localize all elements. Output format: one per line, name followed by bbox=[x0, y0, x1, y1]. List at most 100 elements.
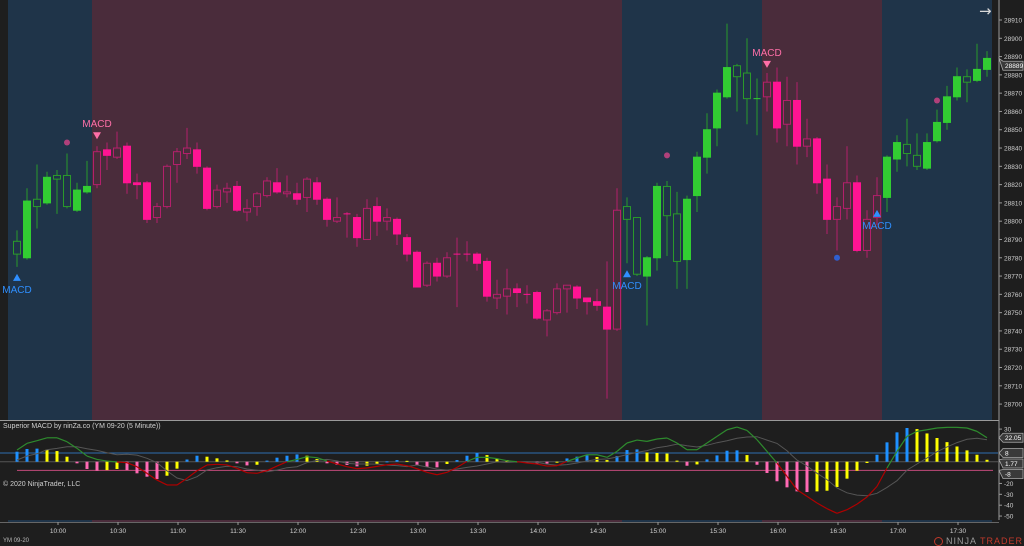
candle bbox=[703, 113, 711, 174]
candle-body bbox=[803, 138, 811, 147]
macd-line-segment bbox=[226, 464, 238, 469]
histogram-bar bbox=[15, 451, 19, 462]
trend-strip-up bbox=[882, 520, 992, 522]
histogram-bar bbox=[425, 461, 429, 468]
candle bbox=[643, 255, 651, 326]
signal-up-arrow-icon bbox=[13, 273, 21, 281]
macd-line-segment bbox=[266, 465, 278, 472]
macd-value-flag bbox=[998, 432, 1024, 443]
trend-strip-up bbox=[8, 520, 92, 522]
macd-line-segment bbox=[746, 429, 758, 441]
macd-line-segment bbox=[526, 462, 538, 465]
candle-body bbox=[613, 209, 621, 330]
price-tick-label: 28740 bbox=[1004, 328, 1022, 335]
candle-body bbox=[203, 167, 211, 209]
candle-body bbox=[843, 182, 851, 209]
arrow-right-icon[interactable]: → bbox=[979, 2, 992, 20]
macd-line-segment bbox=[836, 509, 848, 514]
time-tick-label: 16:00 bbox=[770, 528, 787, 535]
signal-label: MACD bbox=[82, 119, 111, 130]
candle-body bbox=[293, 193, 301, 200]
candle-body bbox=[573, 286, 581, 299]
histogram-bar bbox=[855, 461, 859, 471]
candle-body bbox=[773, 81, 781, 129]
histogram-bar bbox=[45, 449, 49, 462]
macd-panel[interactable] bbox=[0, 421, 999, 520]
candle-body bbox=[923, 142, 931, 169]
macd-line-segment bbox=[826, 508, 838, 514]
candlestick-series bbox=[13, 23, 991, 399]
candle bbox=[313, 177, 321, 205]
histogram-bar bbox=[125, 461, 129, 471]
candle-body bbox=[423, 262, 431, 286]
price-tick-label: 28860 bbox=[1004, 109, 1022, 116]
candle bbox=[883, 155, 891, 213]
candle bbox=[743, 38, 751, 125]
macd-line-segment bbox=[496, 458, 508, 462]
candle-body bbox=[243, 207, 251, 213]
histogram-bar bbox=[825, 461, 829, 491]
candle bbox=[63, 153, 71, 209]
macd-line-segment bbox=[926, 427, 938, 431]
macd-line-segment bbox=[116, 461, 128, 464]
histogram-bar bbox=[115, 461, 119, 469]
candle-body bbox=[183, 147, 191, 155]
candle bbox=[903, 118, 911, 167]
macd-line-segment bbox=[976, 430, 988, 439]
candle-body bbox=[323, 198, 331, 220]
histogram-bar bbox=[195, 455, 199, 462]
histogram-bar bbox=[325, 461, 329, 464]
macd-line-segment bbox=[606, 450, 618, 458]
macd-line-segment bbox=[786, 476, 798, 491]
candle-body bbox=[33, 198, 41, 208]
candle-body bbox=[263, 180, 271, 197]
candle bbox=[763, 73, 771, 112]
macd-line-segment bbox=[336, 463, 348, 468]
axes: 28910 28900 28890 28880 28870 28860 28850 28840… bbox=[0, 0, 1023, 535]
histogram-bar bbox=[415, 461, 419, 466]
candle-body bbox=[933, 121, 941, 142]
histogram-bar bbox=[575, 456, 579, 462]
candle bbox=[493, 279, 501, 309]
histogram-bar bbox=[975, 454, 979, 462]
signal-markers: MACD MACD MACD MACD MACD bbox=[2, 48, 940, 296]
histogram-bar bbox=[245, 461, 249, 466]
logo-trader: TRADER bbox=[980, 536, 1024, 546]
macd-flag-label: -8 bbox=[1005, 471, 1011, 478]
candle-body bbox=[563, 284, 571, 290]
macd-line-segment bbox=[76, 447, 88, 457]
candle-body bbox=[63, 174, 71, 208]
time-tick-label: 15:00 bbox=[650, 528, 667, 535]
candle bbox=[813, 137, 821, 194]
time-tick-label: 15:30 bbox=[710, 528, 727, 535]
candle-body bbox=[413, 251, 421, 288]
candle bbox=[183, 127, 191, 160]
macd-line-segment bbox=[776, 462, 788, 477]
histogram-bar bbox=[895, 432, 899, 462]
histogram-bar bbox=[85, 461, 89, 469]
logo-ninja: NINJA bbox=[946, 536, 978, 546]
candle bbox=[753, 78, 761, 136]
macd-line-segment bbox=[406, 465, 418, 470]
candle-body bbox=[543, 310, 551, 321]
macd-line-segment bbox=[796, 489, 808, 497]
candle bbox=[33, 164, 41, 229]
histogram-bar bbox=[695, 461, 699, 465]
candle bbox=[433, 257, 441, 282]
time-tick-label: 14:00 bbox=[530, 528, 547, 535]
candle-body bbox=[953, 76, 961, 98]
candle-body bbox=[943, 96, 951, 123]
price-tick-label: 28780 bbox=[1004, 255, 1022, 262]
candle-body bbox=[693, 156, 701, 197]
price-tick-label: 28750 bbox=[1004, 310, 1022, 317]
macd-line-segment bbox=[326, 460, 338, 465]
price-tick-label: 28870 bbox=[1004, 91, 1022, 98]
candle-body bbox=[583, 297, 591, 303]
histogram-bar bbox=[375, 461, 379, 464]
candle bbox=[333, 197, 341, 224]
macd-line-segment bbox=[36, 437, 48, 442]
trend-region-down bbox=[762, 0, 882, 420]
price-tick-label: 28760 bbox=[1004, 292, 1022, 299]
